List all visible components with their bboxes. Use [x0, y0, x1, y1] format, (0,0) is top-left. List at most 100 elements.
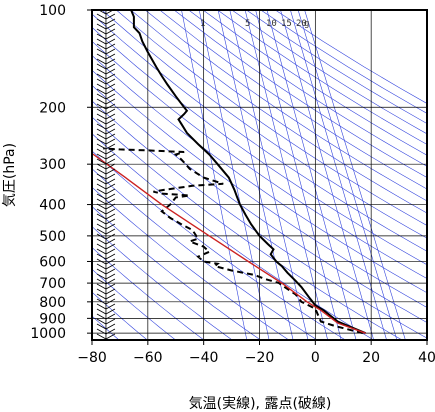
wind-barb: [96, 193, 116, 200]
y-tick-label: 1000: [30, 326, 66, 342]
x-tick-label: 40: [418, 350, 435, 366]
y-tick-label: 400: [39, 198, 66, 214]
dry-adiabat: [173, 10, 427, 178]
wind-barb: [96, 278, 116, 285]
wind-barb: [96, 143, 116, 150]
mixing-ratio-line: [181, 10, 248, 340]
wind-barb: [96, 93, 116, 100]
profile-series: [92, 10, 366, 335]
wind-barb: [96, 48, 116, 55]
mixing-ratio-line: [244, 10, 328, 340]
wind-barbs: [96, 10, 116, 340]
wind-barb: [96, 253, 116, 260]
y-tick-label: 900: [39, 311, 66, 327]
mixing-ratio-labels: 1 5 10 15 20g: [200, 19, 309, 29]
dry-adiabat: [92, 133, 374, 340]
wind-barb: [96, 133, 116, 140]
x-axis-label: 気温(実線), 露点(破線): [189, 396, 332, 412]
y-tick-label: 600: [39, 254, 66, 270]
mixing-ratio-label: g: [304, 19, 309, 29]
wind-barb: [96, 298, 116, 305]
wind-barb: [96, 248, 116, 255]
dry-adiabat: [92, 168, 318, 340]
dry-adiabat: [92, 150, 346, 340]
wind-barb: [96, 258, 116, 265]
wind-barb: [96, 203, 116, 210]
mixing-ratio-line: [304, 10, 406, 340]
wind-barb: [96, 308, 116, 315]
wind-barb: [96, 173, 116, 180]
dry-adiabat: [92, 186, 289, 340]
wind-barb: [96, 318, 116, 325]
dry-adiabat: [92, 315, 120, 340]
wind-barb: [96, 148, 116, 155]
wind-barb: [96, 33, 116, 40]
y-tick-label: 100: [39, 3, 66, 19]
y-tick-label: 200: [39, 100, 66, 116]
y-tick-label: 500: [39, 229, 66, 245]
mixing-ratio-line: [198, 10, 270, 340]
wind-barb: [96, 208, 116, 215]
y-tick-label: 700: [39, 276, 66, 292]
wind-barb: [96, 223, 116, 230]
x-tick-label: −20: [245, 350, 275, 366]
dewpoint-line: [103, 147, 364, 335]
wind-barb: [96, 268, 116, 275]
wind-barb: [96, 38, 116, 45]
mixing-ratio-label: 20: [296, 19, 307, 29]
wind-barb: [96, 153, 116, 160]
dry-adiabat: [92, 26, 427, 266]
wind-barb: [96, 68, 116, 75]
wind-barb: [96, 158, 116, 165]
mixing-ratio-line: [290, 10, 387, 340]
mixing-ratio-label: 10: [266, 19, 277, 29]
mixing-ratio-line: [266, 10, 357, 340]
dry-adiabat: [92, 291, 148, 340]
wind-barb: [96, 63, 116, 70]
dry-adiabat: [188, 10, 427, 167]
wind-barb: [96, 163, 116, 170]
x-tick-label: −80: [77, 350, 107, 366]
wind-barb: [96, 228, 116, 235]
dry-adiabat: [92, 40, 427, 279]
wind-barb: [96, 123, 116, 130]
wind-barb: [96, 313, 116, 320]
mixing-ratio-label: 5: [245, 19, 250, 29]
wind-barb: [96, 263, 116, 270]
dry-adiabat: [202, 10, 427, 156]
dry-adiabat: [92, 206, 261, 340]
x-tick-label: −40: [189, 350, 219, 366]
dry-adiabat: [116, 10, 427, 226]
wind-barb: [96, 293, 116, 300]
mixing-ratio-line: [280, 10, 374, 340]
wind-barb: [96, 138, 116, 145]
x-tick-label: 20: [362, 350, 380, 366]
wind-barb: [96, 168, 116, 175]
wind-barb: [96, 198, 116, 205]
wind-barb: [96, 13, 116, 20]
dry-adiabat: [159, 10, 427, 190]
wind-barb: [96, 28, 116, 35]
wind-barb: [96, 108, 116, 115]
mixing-ratio-label: 15: [281, 19, 292, 29]
dry-adiabat: [101, 10, 427, 239]
wind-barb: [96, 83, 116, 90]
wind-barb: [96, 98, 116, 105]
wind-barb: [96, 23, 116, 30]
dry-adiabat: [92, 247, 205, 340]
dry-adiabat: [145, 10, 427, 202]
wind-barb: [96, 188, 116, 195]
dry-adiabat: [130, 10, 427, 214]
wind-barb: [96, 128, 116, 135]
mixing-ratio-label: 1: [200, 19, 205, 29]
wind-barb: [96, 273, 116, 280]
wind-barb: [96, 18, 116, 25]
wind-barb: [96, 183, 116, 190]
wind-barb: [96, 218, 116, 225]
wind-barb: [96, 283, 116, 290]
wind-barb: [96, 213, 116, 220]
parcel-line: [92, 152, 366, 334]
wind-barb: [96, 43, 116, 50]
wind-barb: [96, 53, 116, 60]
wind-barb: [96, 88, 116, 95]
